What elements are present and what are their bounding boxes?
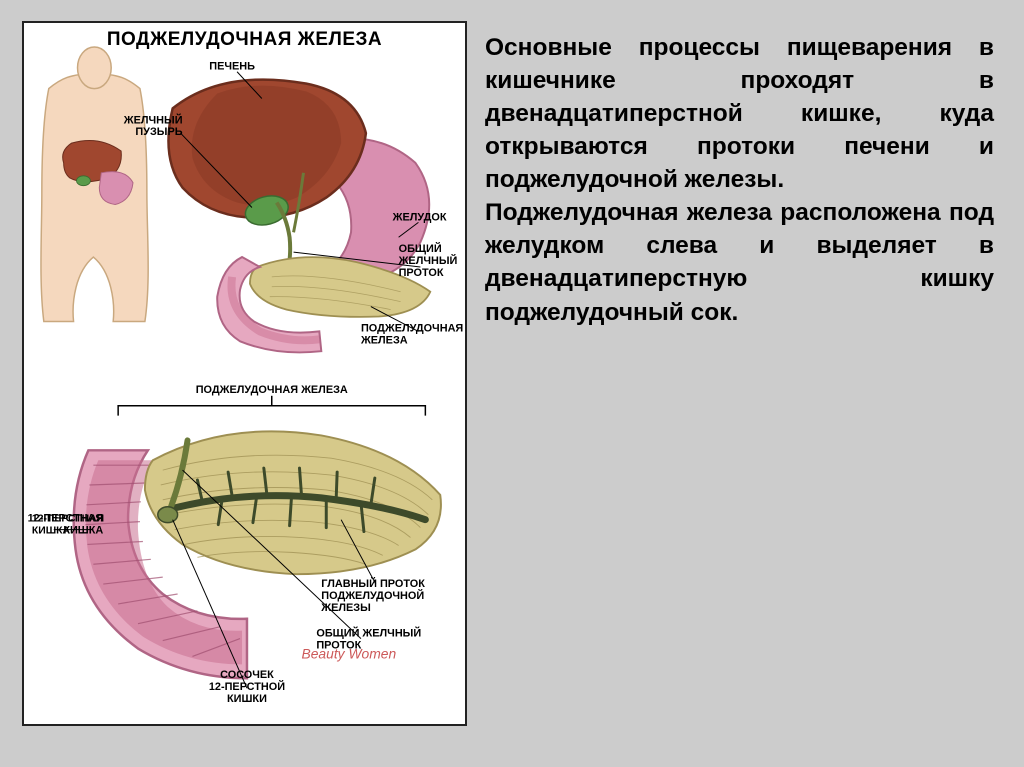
label-papilla-1: СОСОЧЕК <box>220 669 274 681</box>
label-pancreas-header: ПОДЖЕЛУДОЧНАЯ ЖЕЛЕЗА <box>196 384 348 396</box>
label-gallbladder-2: ПУЗЫРЬ <box>135 126 182 138</box>
label-papilla-2: 12-ПЕРСТНОЙ <box>209 680 285 693</box>
label-stomach: ЖЕЛУДОК <box>392 211 447 223</box>
watermark-beauty: Beauty Women <box>301 645 396 661</box>
description-text: Основные процессы пищеварения в кишечник… <box>485 21 1002 746</box>
label-gallbladder-1: ЖЕЛЧНЫЙ <box>123 113 183 126</box>
label-bileduct-1: ОБЩИЙ ЖЕЛЧНЫЙ <box>316 627 421 640</box>
label-duo-line2: КИШКА <box>32 526 71 537</box>
torso-inset <box>41 47 148 322</box>
label-pancreas-top-2: ЖЕЛЕЗА <box>360 334 408 346</box>
label-bile-common-2: ЖЕЛЧНЫЙ <box>398 254 458 267</box>
label-bile-common-3: ПРОТОК <box>399 267 444 279</box>
label-bile-common-1: ОБЩИЙ <box>399 242 442 255</box>
organs-upper: ПЕЧЕНЬ ЖЕЛЧНЫЙ ПУЗЫРЬ ЖЕЛУДОК ОБЩИЙ ЖЕЛЧ… <box>123 61 464 353</box>
organs-lower: ПОДЖЕЛУДОЧНАЯ ЖЕЛЕЗА <box>28 384 441 705</box>
slide-container: ПОДЖЕЛУДОЧНАЯ ЖЕЛЕЗА <box>22 21 1002 746</box>
paragraph-2: Поджелудочная железа расположена под жел… <box>485 196 994 328</box>
label-mainduct-1: ГЛАВНЫЙ ПРОТОК <box>321 577 425 590</box>
label-duo-line1: 12-ПЕРСТНАЯ <box>32 514 104 525</box>
label-pancreas-top-1: ПОДЖЕЛУДОЧНАЯ <box>361 322 463 334</box>
paragraph-1: Основные процессы пищеварения в кишечник… <box>485 31 994 196</box>
label-liver: ПЕЧЕНЬ <box>209 61 255 73</box>
anatomy-diagram-panel: ПОДЖЕЛУДОЧНАЯ ЖЕЛЕЗА <box>22 21 467 726</box>
anatomy-svg: ПЕЧЕНЬ ЖЕЛЧНЫЙ ПУЗЫРЬ ЖЕЛУДОК ОБЩИЙ ЖЕЛЧ… <box>24 23 465 724</box>
label-papilla-3: КИШКИ <box>227 693 267 705</box>
label-mainduct-2: ПОДЖЕЛУДОЧНОЙ <box>321 589 424 602</box>
